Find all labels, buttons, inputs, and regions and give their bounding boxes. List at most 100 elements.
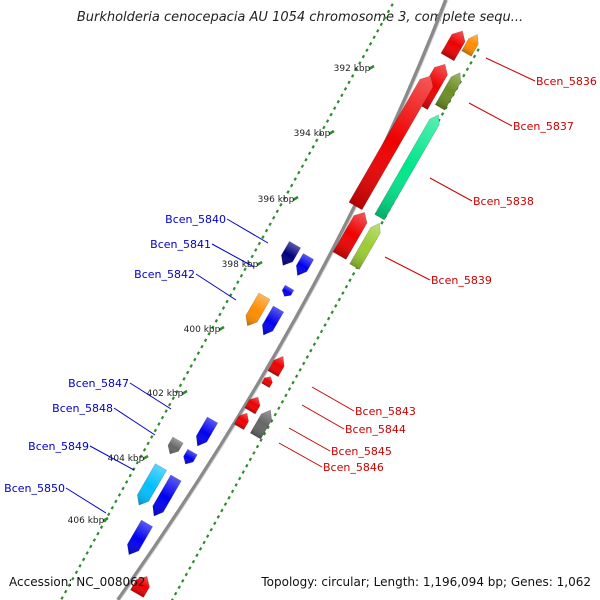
accession-text: Accession: NC_008062 (9, 575, 146, 589)
scale-tick (213, 521, 217, 526)
gene-label-Bcen_5844[interactable]: Bcen_5844 (345, 423, 406, 436)
gene-block-unlabeled[interactable] (130, 573, 154, 598)
gene-block-Bcen_5841[interactable] (292, 253, 315, 278)
scale-tick (279, 203, 283, 207)
gene-block-Bcen_5848[interactable] (181, 448, 198, 467)
scale-tick (139, 454, 143, 459)
gene-label-Bcen_5840[interactable]: Bcen_5840 (165, 213, 226, 226)
leader-line (278, 442, 323, 468)
gene-block-Bcen_5847[interactable] (165, 436, 184, 457)
scale-tick (277, 406, 281, 411)
gene-label-Bcen_5843[interactable]: Bcen_5843 (355, 405, 416, 418)
gene-label-Bcen_5841[interactable]: Bcen_5841 (150, 238, 211, 251)
scale-tick (205, 534, 210, 538)
major-tick (102, 516, 109, 523)
scale-tick (132, 467, 136, 471)
scale-tick (291, 380, 295, 385)
scale-tick (465, 67, 470, 72)
scale-tick (368, 41, 373, 46)
gene-label-Bcen_5848[interactable]: Bcen_5848 (52, 402, 113, 415)
leader-line (113, 407, 156, 436)
scale-tick (293, 177, 297, 181)
gene-label-Bcen_5845[interactable]: Bcen_5845 (331, 445, 392, 458)
gene-block-Bcen_5845[interactable] (244, 394, 263, 415)
gene-block-unlabeled[interactable] (280, 284, 295, 299)
scale-tick (390, 3, 394, 7)
gene-label-Bcen_5850[interactable]: Bcen_5850 (4, 482, 65, 495)
scale-tick (261, 235, 265, 239)
gene-block-Bcen_5850[interactable] (123, 519, 154, 558)
gene-label-Bcen_5839[interactable]: Bcen_5839 (431, 274, 492, 287)
gene-label-Bcen_5838[interactable]: Bcen_5838 (473, 195, 534, 208)
scale-tick (63, 589, 68, 594)
major-tick (256, 260, 263, 267)
major-tick (218, 325, 225, 332)
gene-block-unlabeled[interactable] (332, 209, 371, 260)
gene-block-unlabeled[interactable] (258, 305, 285, 338)
scale-tick (270, 419, 274, 423)
gene-block-Bcen_5844[interactable] (261, 374, 275, 388)
scale-tick (177, 585, 181, 590)
scale-label: 400 kbp (184, 325, 221, 335)
scale-label: 402 kbp (147, 389, 184, 399)
gene-block-Bcen_5838[interactable] (374, 112, 444, 221)
scale-tick (326, 316, 331, 321)
scale-tick (207, 331, 211, 336)
scale-tick (476, 48, 480, 52)
gene-block-Bcen_5849[interactable] (133, 463, 168, 509)
leader-line (288, 427, 331, 452)
leader-line (65, 487, 107, 514)
scale-tick (67, 583, 71, 588)
gene-block-Bcen_5837[interactable] (434, 70, 465, 111)
scale-tick (380, 220, 384, 225)
gene-label-Bcen_5842[interactable]: Bcen_5842 (134, 268, 195, 281)
scale-tick (209, 527, 213, 532)
gene-label-Bcen_5849[interactable]: Bcen_5849 (28, 440, 89, 453)
gene-block-Bcen_5846[interactable] (249, 407, 275, 440)
scale-tick (230, 489, 235, 494)
gene-block-Bcen_5839[interactable] (349, 221, 385, 270)
map-title: Burkholderia cenocepacia AU 1054 chromos… (76, 10, 524, 25)
scale-tick (315, 138, 319, 143)
scale-tick (218, 312, 222, 317)
scale-tick (462, 73, 466, 78)
scale-tick (185, 370, 190, 375)
gene-block-unlabeled[interactable] (192, 416, 219, 449)
gene-block-Bcen_5842[interactable] (242, 292, 271, 329)
gene-label-Bcen_5847[interactable]: Bcen_5847 (68, 377, 129, 390)
gene-block-unlabeled[interactable] (233, 410, 252, 431)
gene-block-Bcen_5840[interactable] (277, 240, 302, 268)
gene-block-unlabeled[interactable] (440, 27, 469, 62)
scale-tick (99, 525, 104, 529)
scale-tick (214, 319, 219, 323)
scale-tick (203, 338, 208, 343)
scale-tick (330, 310, 334, 315)
scale-tick (264, 228, 269, 233)
scale-tick (92, 538, 97, 542)
scale-tick (71, 576, 75, 581)
scale-label: 406 kbp (68, 516, 105, 526)
scale-tick (223, 502, 228, 506)
scale-tick (257, 241, 262, 246)
scale-tick (340, 93, 344, 98)
scale-tick (245, 463, 249, 468)
scale-tick (216, 515, 221, 519)
scale-tick (305, 355, 309, 359)
scale-tick (189, 364, 193, 368)
leader-line (211, 243, 255, 268)
scale-tick (121, 486, 125, 491)
scale-tick (318, 132, 323, 136)
gene-block-unlabeled[interactable] (348, 72, 437, 211)
scale-tick (181, 579, 185, 583)
scale-tick (142, 447, 147, 452)
gene-block-Bcen_5836[interactable] (461, 32, 483, 57)
scale-tick (170, 598, 174, 600)
gene-label-Bcen_5837[interactable]: Bcen_5837 (513, 120, 574, 133)
gene-block-Bcen_5843[interactable] (267, 353, 288, 378)
scale-tick (200, 344, 204, 349)
gene-label-Bcen_5836[interactable]: Bcen_5836 (536, 75, 597, 88)
gene-block-unlabeled[interactable] (149, 474, 182, 519)
scale-tick (440, 112, 445, 116)
gene-label-Bcen_5846[interactable]: Bcen_5846 (323, 461, 384, 474)
scale-tick (354, 67, 358, 72)
